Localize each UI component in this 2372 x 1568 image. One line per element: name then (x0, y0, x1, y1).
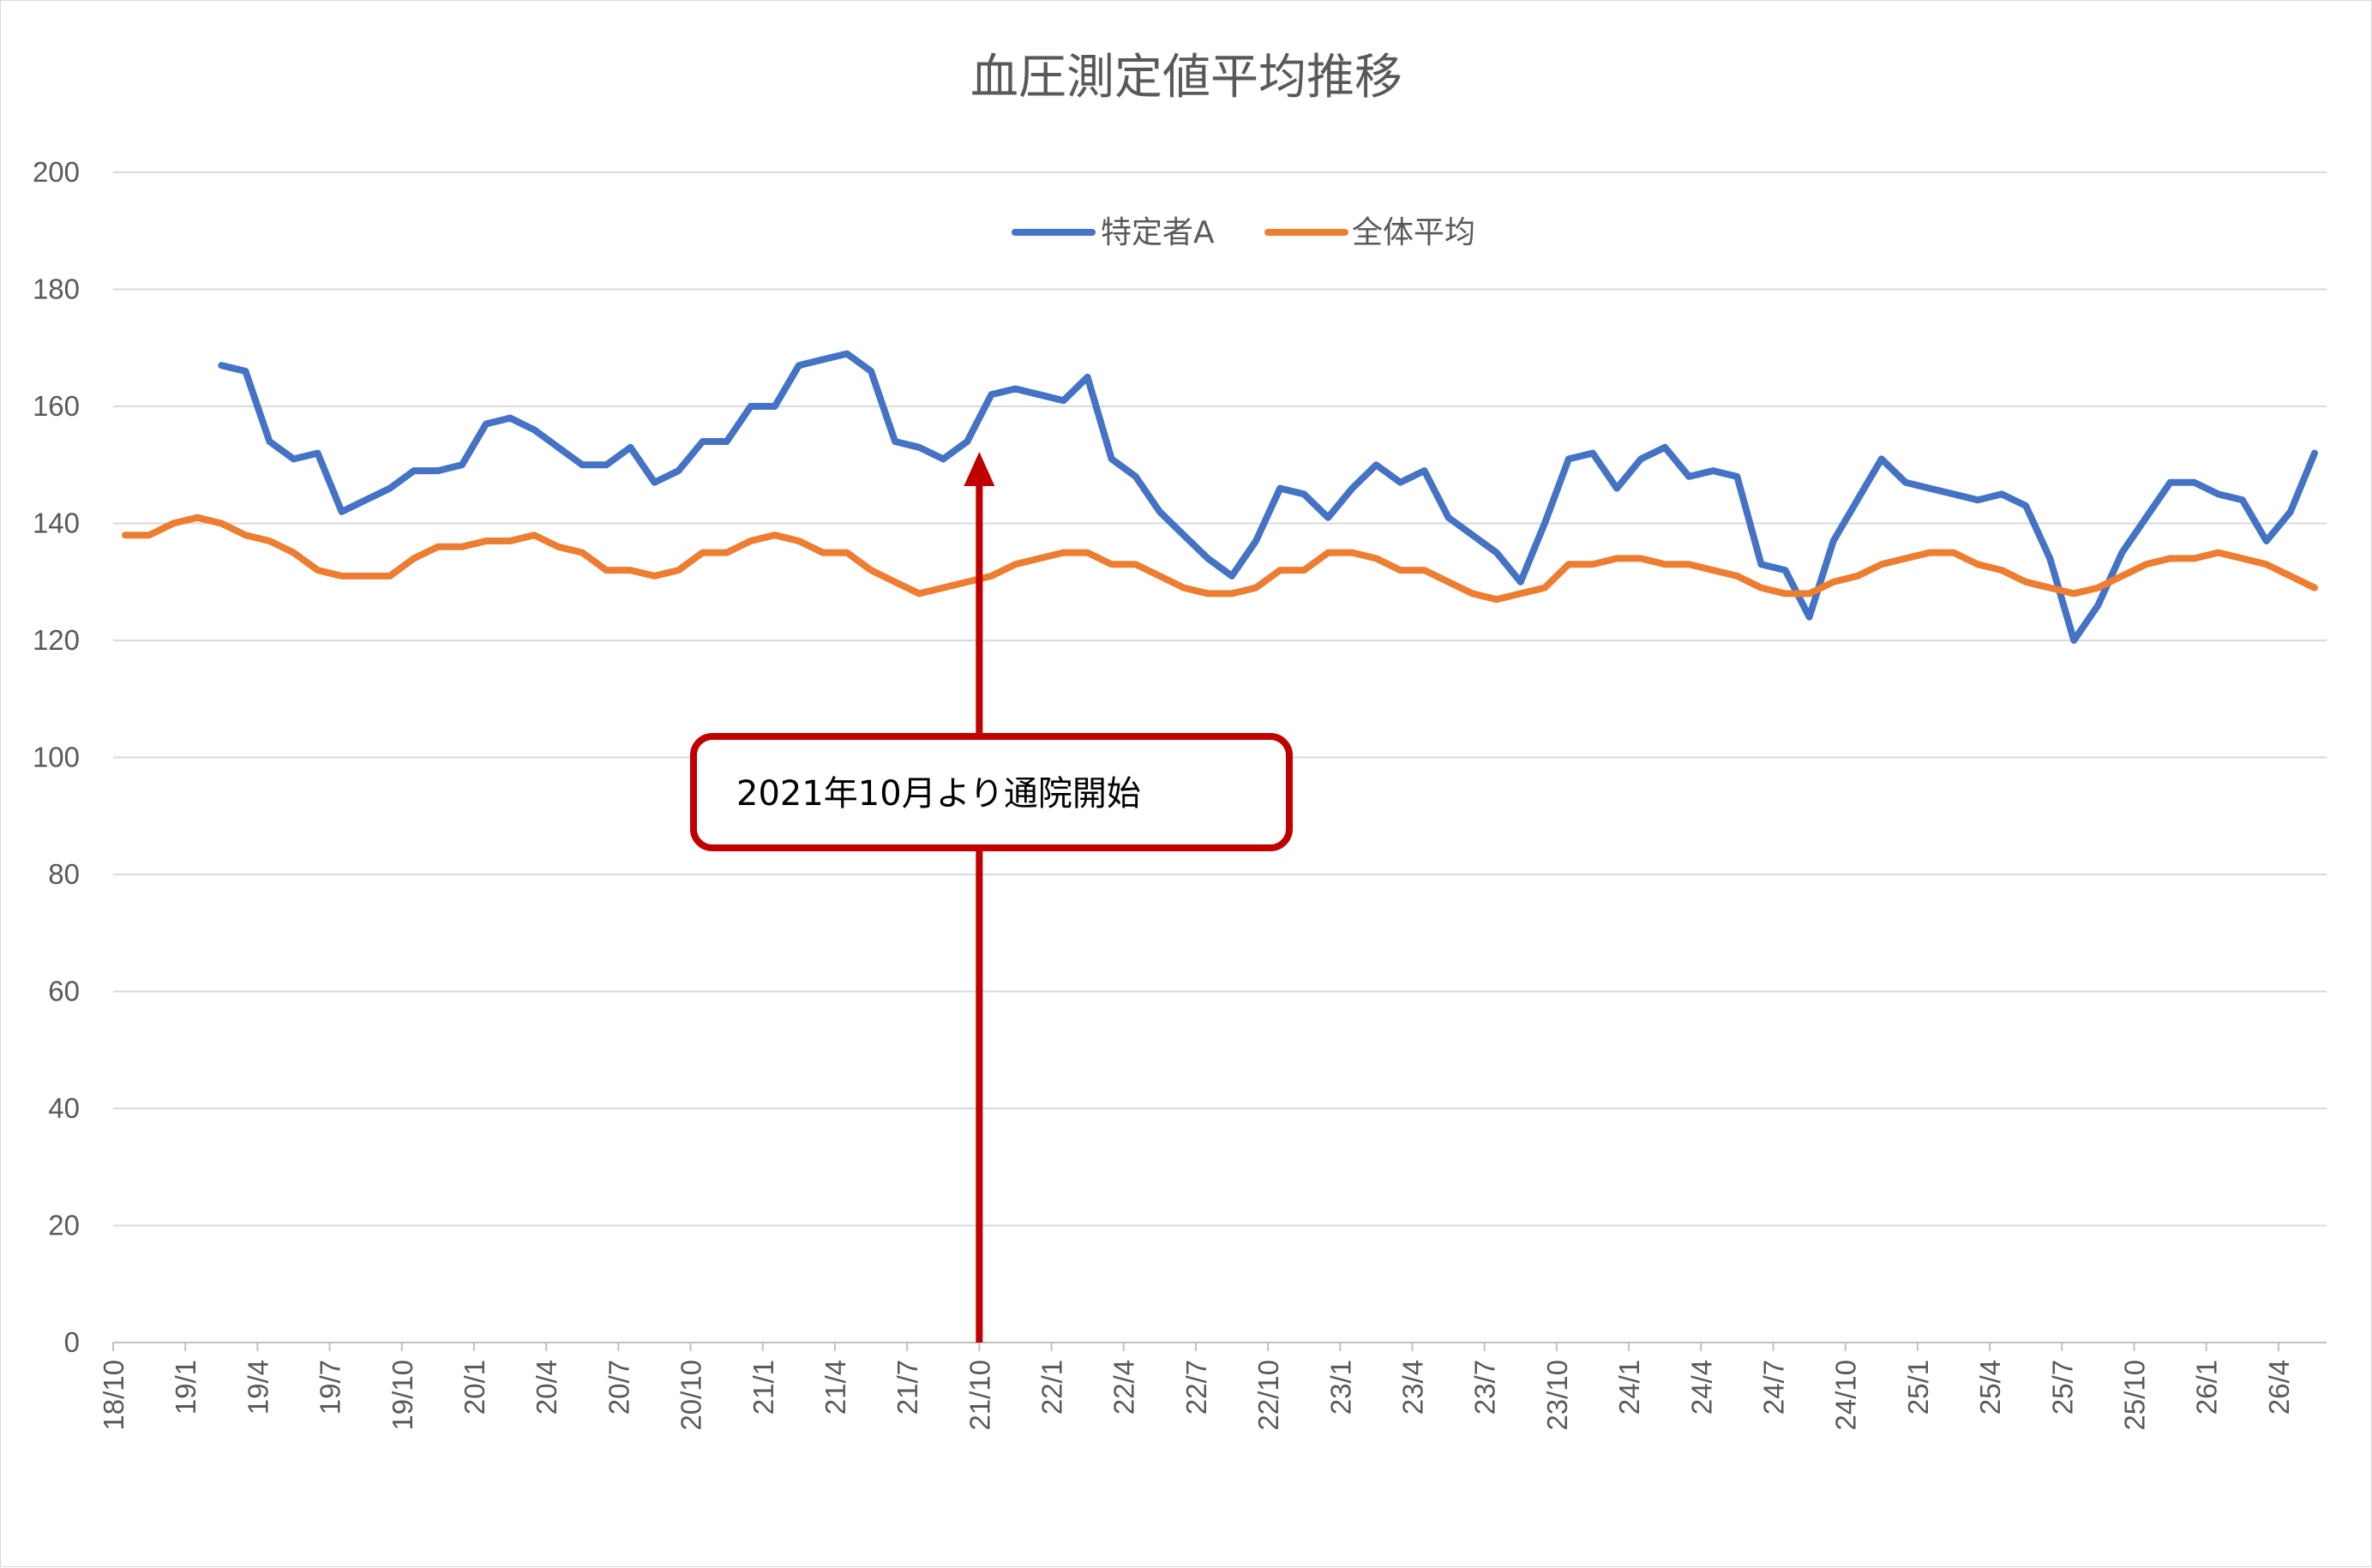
x-tick-label-25-10: 25/10 (2118, 1360, 2150, 1431)
x-tick-label-19-1: 19/1 (170, 1360, 201, 1415)
y-tick-label-140: 140 (33, 508, 80, 539)
chart-title: 血圧測定値平均推移 (970, 50, 1402, 105)
x-tick-label-22-4: 22/4 (1108, 1360, 1140, 1415)
gridlines (113, 171, 2327, 1227)
y-tick-label-120: 120 (33, 624, 80, 656)
x-tick-label-25-1: 25/1 (1902, 1360, 1934, 1415)
x-tick-label-20-4: 20/4 (531, 1360, 562, 1415)
axes (112, 1342, 2327, 1351)
legend-label-overall-average: 全体平均 (1352, 215, 1475, 250)
x-tick-label-21-10: 21/10 (964, 1360, 995, 1431)
x-tick-label-22-7: 22/7 (1180, 1360, 1212, 1415)
y-tick-label-20: 20 (48, 1210, 80, 1241)
annotation-text: 2021年10月より通院開始 (736, 774, 1141, 814)
x-tick-label-26-4: 26/4 (2263, 1360, 2295, 1415)
x-tick-label-18-10: 18/10 (98, 1360, 129, 1431)
x-tick-label-19-4: 19/4 (242, 1360, 273, 1415)
x-tick-label-24-4: 24/4 (1685, 1360, 1717, 1415)
y-tick-label-0: 0 (64, 1326, 80, 1358)
x-tick-label-21-7: 21/7 (892, 1360, 923, 1415)
x-tick-label-23-10: 23/10 (1541, 1360, 1573, 1431)
x-tick-label-22-1: 22/1 (1036, 1360, 1068, 1415)
x-tick-label-24-1: 24/1 (1613, 1360, 1645, 1415)
x-tick-label-21-1: 21/1 (748, 1360, 779, 1415)
legend-label-series-a: 特定者A (1101, 215, 1215, 250)
x-tick-label-20-7: 20/7 (603, 1360, 634, 1415)
x-tick-label-25-4: 25/4 (1974, 1360, 2006, 1415)
x-tick-labels: 18/10 19/1 19/4 19/7 19/10 20/1 20/4 20/7 20/10 2… (98, 1360, 2295, 1431)
x-tick-label-23-4: 23/4 (1397, 1360, 1429, 1415)
x-tick-label-19-7: 19/7 (315, 1360, 346, 1415)
y-tick-label-60: 60 (48, 976, 80, 1007)
x-tick-label-22-10: 22/10 (1252, 1360, 1284, 1431)
x-tick-label-23-1: 23/1 (1324, 1360, 1356, 1415)
series-layer (122, 350, 2318, 644)
x-tick-label-23-7: 23/7 (1469, 1360, 1501, 1415)
x-tick-label-19-10: 19/10 (387, 1360, 418, 1431)
y-tick-label-80: 80 (48, 858, 80, 890)
legend: 特定者A 全体平均 (1012, 215, 1475, 250)
annotation-group: 2021年10月より通院開始 (690, 451, 1293, 1343)
x-tick-label-25-7: 25/7 (2046, 1360, 2078, 1415)
annotation-callout-box (690, 733, 1293, 851)
y-tick-label-180: 180 (33, 273, 80, 305)
x-tick-label-21-4: 21/4 (820, 1360, 851, 1415)
x-tick-label-26-1: 26/1 (2191, 1360, 2223, 1415)
y-tick-label-200: 200 (33, 156, 80, 188)
annotation-arrowhead (964, 451, 995, 486)
y-tick-label-40: 40 (48, 1092, 80, 1124)
y-tick-label-100: 100 (33, 742, 80, 773)
x-tick-label-20-1: 20/1 (459, 1360, 490, 1415)
y-tick-label-160: 160 (33, 390, 80, 422)
x-tick-label-24-7: 24/7 (1758, 1360, 1790, 1415)
series-line-1 (122, 514, 2318, 604)
series-line-0 (218, 350, 2318, 644)
y-tick-labels: 0 20 40 60 80 100 120 140 160 180 200 (33, 156, 80, 1358)
x-tick-label-24-10: 24/10 (1830, 1360, 1862, 1431)
x-tick-label-20-10: 20/10 (676, 1360, 707, 1431)
